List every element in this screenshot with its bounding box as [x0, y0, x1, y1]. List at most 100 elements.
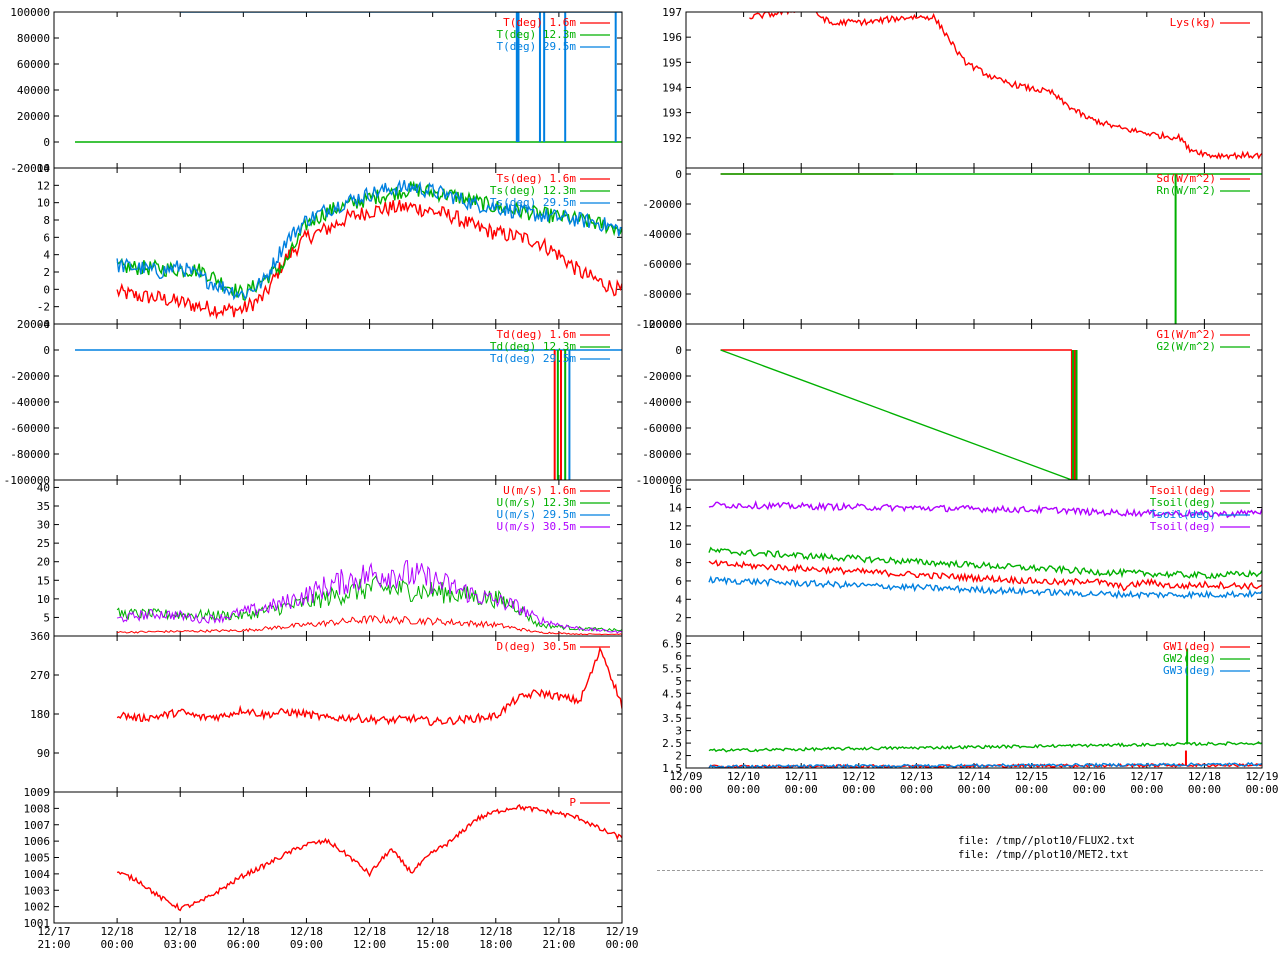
chart-panel-6: 192 193 194 195 196 197 Lys(kg)	[662, 6, 1263, 169]
legend-label: Ts(deg) 12.3m	[490, 184, 576, 197]
y-tick-label: 20	[37, 556, 50, 569]
y-tick-label: 60000	[17, 58, 50, 71]
y-tick-label: -4	[37, 318, 51, 331]
y-tick-label: 1001	[24, 917, 51, 930]
x-tick-label-time: 00:00	[1245, 783, 1278, 796]
y-tick-label: 20000	[17, 318, 50, 331]
y-tick-label: 1008	[24, 802, 51, 815]
y-tick-label: 40	[37, 481, 50, 494]
chart-panel-8: -100000 -80000 -60000 -40000 -20000 0 20000 G1(…	[636, 318, 1263, 487]
y-tick-label: 0	[675, 168, 682, 181]
x-tick-label-time: 00:00	[669, 783, 702, 796]
y-tick-label: 0	[675, 344, 682, 357]
y-tick-label: 1002	[24, 901, 51, 914]
legend-label: Tsoil(deg)	[1150, 496, 1216, 509]
legend-label: T(deg) 12.3m	[497, 28, 577, 41]
plot-area	[116, 803, 622, 912]
series-line	[720, 349, 1073, 480]
x-tick-label-time: 18:00	[479, 938, 512, 951]
legend-label: U(m/s) 30.5m	[497, 520, 577, 533]
y-tick-label: 1005	[24, 852, 51, 865]
plot-area	[708, 648, 1262, 768]
y-tick-label: -100000	[4, 474, 50, 487]
series-line	[116, 575, 622, 632]
y-tick-label: 1.5	[662, 762, 682, 775]
legend-label: Sd(W/m^2)	[1156, 172, 1216, 185]
y-tick-label: 20000	[649, 318, 682, 331]
chart-panel-4: 90 180 270 360 D(deg) 30.5m	[30, 630, 623, 793]
y-tick-label: 4	[43, 249, 50, 262]
y-tick-label: 15	[37, 574, 50, 587]
y-tick-label: 197	[662, 6, 682, 19]
legend-label: GW2(deg)	[1163, 652, 1216, 665]
x-tick-label-time: 00:00	[842, 783, 875, 796]
y-tick-label: 12	[37, 179, 50, 192]
legend-label: P	[569, 796, 576, 809]
y-tick-label: 10	[669, 538, 682, 551]
x-tick-label-date: 12/18	[164, 925, 197, 938]
y-tick-label: 4.5	[662, 687, 682, 700]
legend-label: Td(deg) 1.6m	[497, 328, 577, 341]
y-tick-label: -20000	[10, 370, 50, 383]
y-tick-label: 5	[675, 675, 682, 688]
legend-label: Td(deg) 29.5m	[490, 352, 576, 365]
y-tick-label: 1009	[24, 786, 51, 799]
file-list: file: /tmp//plot10/FLUX2.txt file: /tmp/…	[958, 834, 1135, 862]
y-tick-label: 270	[30, 669, 50, 682]
series-line	[708, 559, 1262, 592]
x-tick-label-date: 12/18	[290, 925, 323, 938]
y-tick-label: -100000	[636, 474, 682, 487]
legend-label: G2(W/m^2)	[1156, 340, 1216, 353]
plot-area	[75, 12, 622, 143]
y-tick-label: -100000	[636, 318, 682, 331]
legend-label: Tsoil(deg)	[1150, 508, 1216, 521]
x-tick-label-date: 12/12	[842, 770, 875, 783]
y-tick-label: 25	[37, 537, 50, 550]
plot-area	[720, 349, 1078, 480]
x-tick-label-time: 00:00	[727, 783, 760, 796]
x-tick-label-date: 12/17	[37, 925, 70, 938]
legend-label: D(deg) 30.5m	[497, 640, 577, 653]
y-tick-label: 194	[662, 81, 682, 94]
series-line	[117, 560, 622, 634]
y-tick-label: 10	[37, 197, 50, 210]
y-tick-label: -60000	[642, 422, 682, 435]
legend-label: Lys(kg)	[1170, 16, 1216, 29]
x-tick-label-time: 00:00	[605, 938, 638, 951]
y-tick-label: 80000	[17, 32, 50, 45]
y-tick-label: 100000	[10, 6, 50, 19]
legend-label: T(deg) 29.5m	[497, 40, 577, 53]
x-tick-label-date: 12/15	[1015, 770, 1048, 783]
plot-frame	[685, 11, 1263, 169]
y-tick-label: -60000	[642, 258, 682, 271]
x-tick-label-date: 12/18	[353, 925, 386, 938]
y-tick-label: 0	[675, 630, 682, 643]
x-tick-label-time: 00:00	[957, 783, 990, 796]
x-tick-label-time: 00:00	[1073, 783, 1106, 796]
y-tick-label: 1003	[24, 884, 51, 897]
y-tick-label: 40000	[17, 84, 50, 97]
y-tick-label: 0	[43, 344, 50, 357]
legend-label: Tsoil(deg)	[1150, 520, 1216, 533]
plot-area	[720, 173, 1262, 324]
y-tick-label: 5	[43, 611, 50, 624]
chart-panel-2: -100000 -80000 -60000 -40000 -20000 0 20000 Td(…	[4, 318, 623, 487]
x-tick-label-time: 12:00	[353, 938, 386, 951]
plot-area	[749, 12, 1262, 161]
series-line	[116, 646, 622, 727]
y-tick-label: 5.5	[662, 662, 682, 675]
x-tick-label-date: 12/18	[227, 925, 260, 938]
y-tick-label: 4	[675, 593, 682, 606]
y-tick-label: 14	[37, 162, 51, 175]
y-tick-label: 6	[675, 650, 682, 663]
x-tick-label-time: 03:00	[164, 938, 197, 951]
y-tick-label: -2	[37, 301, 50, 314]
x-tick-label-date: 12/13	[900, 770, 933, 783]
y-tick-label: 90	[37, 747, 50, 760]
series-line	[708, 546, 1262, 580]
x-tick-label-date: 12/18	[542, 925, 575, 938]
series-line	[708, 741, 1262, 753]
y-tick-label: 10	[37, 593, 50, 606]
